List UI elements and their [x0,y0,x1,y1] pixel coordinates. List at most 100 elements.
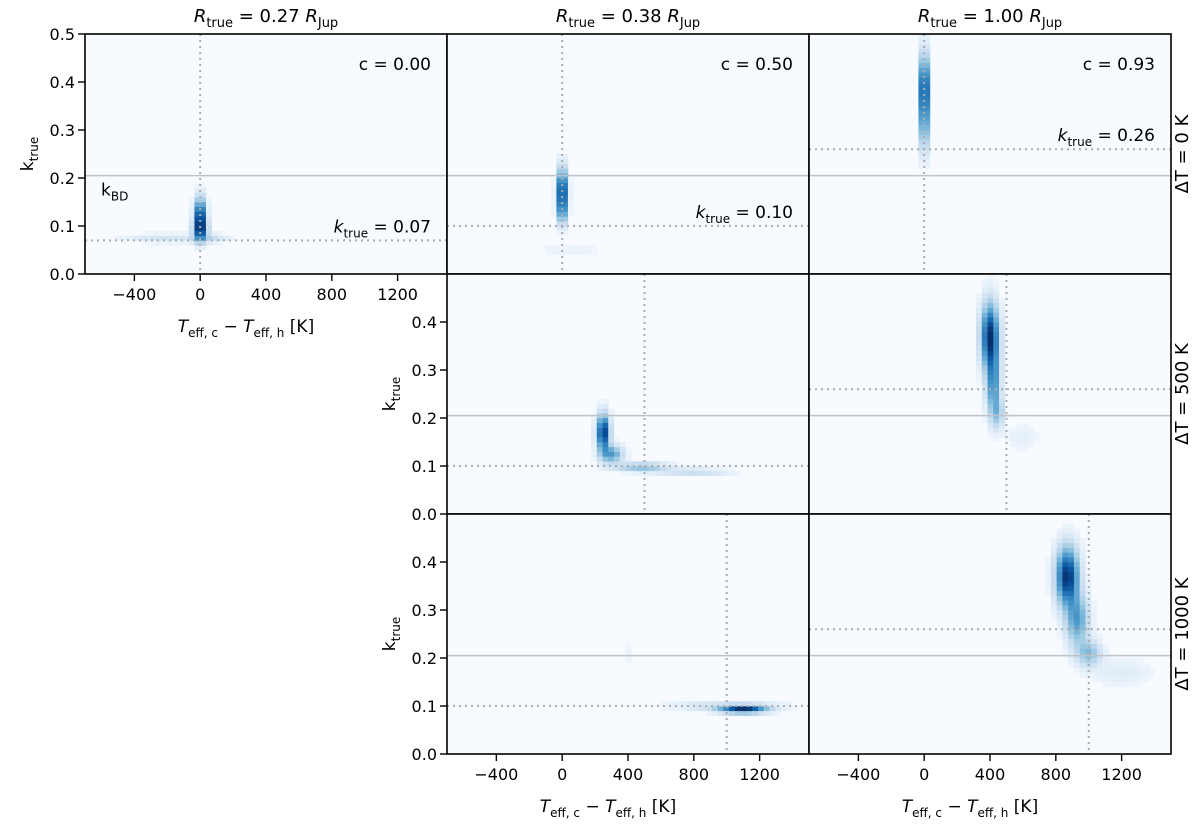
histogram-cell [1062,547,1069,553]
histogram-cell [619,446,626,452]
y-label-sub: true [389,617,403,642]
histogram-cell [683,701,690,707]
histogram-cell [1050,595,1057,601]
histogram-cell [1096,643,1104,649]
histogram-cell [1056,586,1063,592]
histogram-cell [188,235,195,241]
histogram-cell [976,360,983,366]
histogram-cell [556,250,563,256]
histogram-cell [205,226,212,232]
histogram-cell [763,710,770,716]
histogram-cell [217,240,224,246]
histogram-cell [1079,624,1086,630]
histogram-cell [665,701,672,707]
histogram-cell [694,466,701,472]
histogram-cell [1073,624,1080,630]
histogram-cell [625,461,632,467]
histogram-cell [1073,614,1080,620]
histogram-cell [1062,624,1069,630]
histogram-cell [550,192,557,198]
histogram-cell [717,706,724,712]
histogram-cell [1085,634,1092,640]
histogram-cell [993,288,1000,294]
histogram-cell [194,206,201,212]
histogram-cell [1062,619,1069,625]
histogram-cell [194,216,201,222]
c-value-label: c = 0.00 [359,55,431,75]
histogram-cell [1062,638,1069,644]
histogram-cell [1137,682,1144,688]
histogram-cell [1091,624,1098,630]
histogram-cell [981,326,988,332]
histogram-cell [1079,619,1086,625]
histogram-cell [567,187,574,193]
column-title: Rtrue = 0.38 RJup [556,6,700,31]
histogram-cell [562,154,569,160]
histogram-cell [1079,643,1086,649]
title-symbol: R [918,6,931,27]
histogram-cell [918,115,925,121]
histogram-cell [602,398,609,404]
k-bd-label: kBD [101,181,128,204]
title-symbol: R [194,6,207,27]
histogram-cell [142,240,149,246]
histogram-cell [1068,586,1075,592]
histogram-cell [976,355,983,361]
histogram-cell [1056,576,1063,582]
histogram-cell [590,442,598,448]
histogram-cell [1056,634,1063,640]
histogram-cell [987,298,994,304]
histogram-cell [757,710,765,716]
histogram-cell [602,422,609,428]
histogram-cell [1016,427,1023,433]
histogram-cell [550,211,557,217]
histogram-cell [924,77,931,83]
panel-r1-c1: 0.0 0.1 0.2 0.3 0.4 ktrue [380,273,810,524]
histogram-cell [608,408,615,414]
histogram-cell [918,96,925,102]
histogram-cell [1079,634,1086,640]
histogram-cell [987,422,994,428]
histogram-cell [981,336,988,342]
row-label: ΔT = 0 K [1172,113,1193,193]
histogram-cell [1022,422,1029,428]
histogram-cell [556,211,563,217]
histogram-cell [993,341,1000,347]
x-axis-label: Teff, c − Teff, h [K] [178,317,314,340]
histogram-cell [1079,538,1086,544]
histogram-cell [918,106,925,112]
histogram-cell [154,240,161,246]
histogram-cell [924,149,931,155]
histogram-cell [924,144,931,150]
histogram-cell [171,230,178,236]
histogram-cell [602,446,609,452]
histogram-cell [562,197,569,203]
c-value-label: c = 0.50 [721,55,793,75]
histogram-cell [596,451,603,457]
histogram-cell [165,230,172,236]
histogram-cell [976,312,983,318]
histogram-cell [1079,648,1086,654]
histogram-cell [1068,629,1075,635]
histogram-cell [993,374,1000,380]
histogram-cell [1091,629,1098,635]
k-true-label: ktrue = 0.26 [1058,126,1155,149]
histogram-cell [1143,662,1150,668]
histogram-cell [1016,437,1023,443]
histogram-cell [205,230,212,236]
histogram-cell [999,394,1006,400]
panel-background [447,34,809,274]
histogram-cell [544,250,551,256]
histogram-cell [1091,614,1098,620]
histogram-cell [999,384,1006,390]
histogram-cell [999,346,1006,352]
histogram-cell [1091,610,1098,616]
histogram-cell [1004,437,1011,443]
histogram-cell [596,422,603,428]
histogram-cell [752,706,759,712]
histogram-cell [1050,557,1057,563]
histogram-cell [1068,610,1075,616]
histogram-cell [1125,667,1132,673]
histogram-cell [987,326,994,332]
y-tick-label: 0.1 [50,217,75,236]
